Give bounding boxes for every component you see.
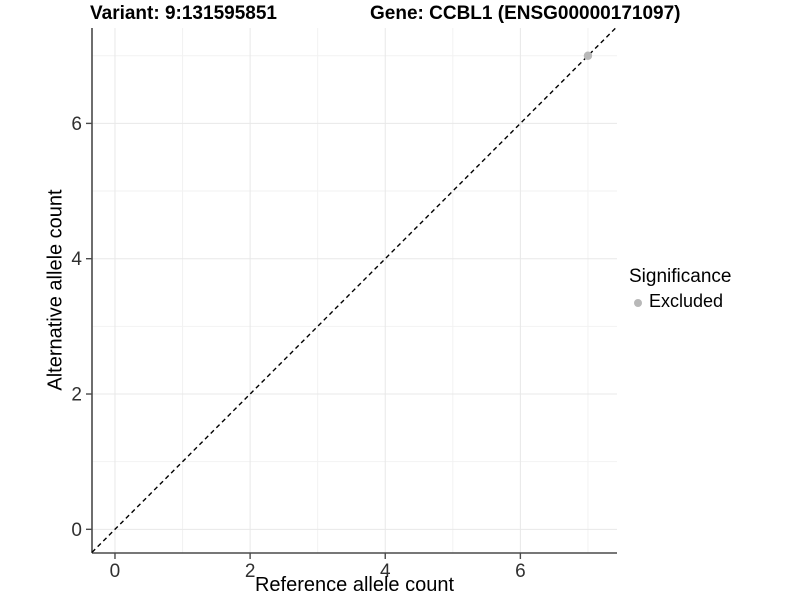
data-point xyxy=(583,51,593,60)
y-tick-label: 0 xyxy=(71,520,82,541)
identity-line xyxy=(91,27,617,553)
x-tick-label: 0 xyxy=(110,561,121,582)
x-tick-label: 2 xyxy=(245,561,256,582)
y-tick-label: 6 xyxy=(71,114,82,135)
x-tick-label: 4 xyxy=(380,561,391,582)
x-tick-label: 6 xyxy=(515,561,526,582)
legend-item-excluded: Excluded xyxy=(629,291,731,312)
legend-item-label: Excluded xyxy=(649,291,724,311)
x-axis-title: Reference allele count xyxy=(254,574,454,596)
y-tick-label: 4 xyxy=(71,249,82,270)
plot-title-gene: Gene: CCBL1 (ENSG00000171097) xyxy=(370,3,681,24)
legend-title: Significance xyxy=(629,266,732,287)
y-tick-label: 2 xyxy=(71,385,82,406)
y-axis-title: Alternative allele count xyxy=(44,189,67,391)
legend: Significance Excluded xyxy=(629,266,731,312)
plot-title-variant: Variant: 9:131595851 xyxy=(90,3,277,24)
legend-point-icon xyxy=(634,298,642,307)
